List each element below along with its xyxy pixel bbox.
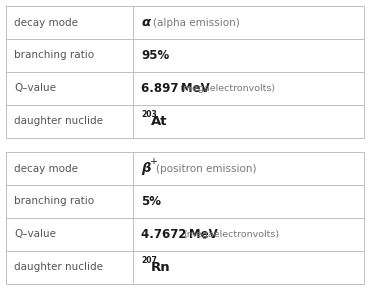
Text: branching ratio: branching ratio <box>14 196 94 207</box>
Text: (alpha emission): (alpha emission) <box>153 17 240 28</box>
Text: daughter nuclide: daughter nuclide <box>14 262 103 272</box>
Text: 5%: 5% <box>141 195 161 208</box>
Bar <box>6 152 364 284</box>
Text: 207: 207 <box>141 256 157 265</box>
Text: At: At <box>151 115 168 128</box>
Text: β: β <box>141 162 151 175</box>
Text: +: + <box>150 157 158 166</box>
Text: Q–value: Q–value <box>14 230 56 239</box>
Text: (positron emission): (positron emission) <box>156 164 256 173</box>
Text: branching ratio: branching ratio <box>14 51 94 61</box>
Text: decay mode: decay mode <box>14 17 78 28</box>
Text: Q–value: Q–value <box>14 84 56 93</box>
Text: 95%: 95% <box>141 49 169 62</box>
Text: 6.897 MeV: 6.897 MeV <box>141 82 210 95</box>
Text: 4.7672 MeV: 4.7672 MeV <box>141 228 218 241</box>
Text: daughter nuclide: daughter nuclide <box>14 116 103 127</box>
Text: Rn: Rn <box>151 261 171 274</box>
Text: 203: 203 <box>141 110 157 119</box>
Text: (megaelectronvolts): (megaelectronvolts) <box>179 84 275 93</box>
Text: (megaelectronvolts): (megaelectronvolts) <box>183 230 279 239</box>
Text: decay mode: decay mode <box>14 164 78 173</box>
Bar <box>6 6 364 138</box>
Text: α: α <box>141 16 150 29</box>
